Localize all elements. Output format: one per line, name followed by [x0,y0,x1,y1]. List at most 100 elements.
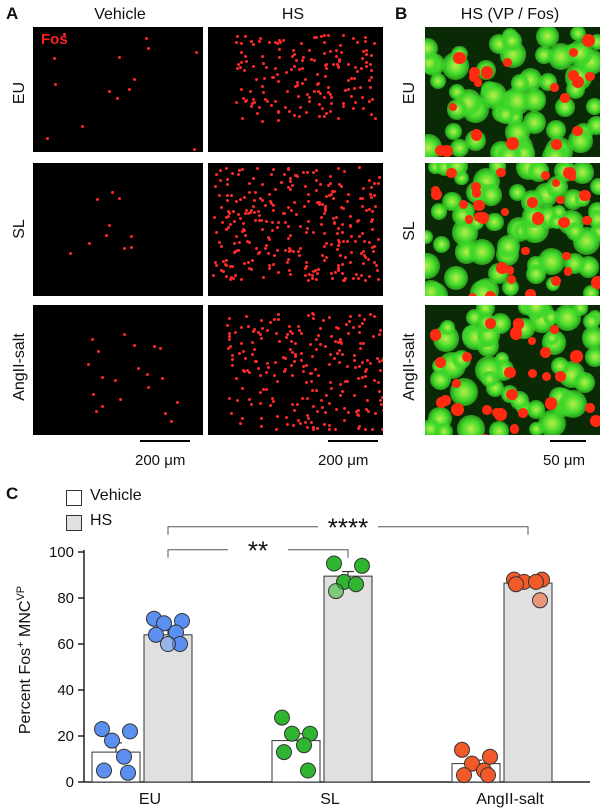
fos-nucleus-dot [290,183,294,187]
fos-nucleus-dot [298,114,302,118]
annotation-bg [228,539,288,560]
fos-nucleus-dot [274,67,278,71]
fos-nucleus-dot [233,330,237,334]
fos-nucleus-dot [262,276,266,280]
fos-nucleus-dot [376,356,380,360]
fos-nucleus-dot [221,270,225,274]
fos-nucleus-dot [319,183,323,187]
fos-nucleus-dot [367,78,371,82]
fos-nucleus-dot [370,185,374,189]
fos-nucleus-dot [361,261,365,265]
fos-nucleus-dot [380,403,383,407]
fos-nucleus-dot [306,313,310,317]
fos-nucleus-dot [245,99,249,103]
fos-nucleus-dot [305,264,309,268]
fos-nucleus-dot [118,397,122,401]
fos-nucleus-dot [468,293,478,296]
fos-nucleus-dot [373,41,377,45]
fos-nucleus-dot [327,90,331,94]
fos-nucleus-dot [283,221,287,225]
fos-nucleus-dot [335,325,339,329]
fos-nucleus-dot [213,261,217,265]
vp-cell [450,138,469,157]
fos-nucleus-dot [509,424,520,434]
fos-nucleus-dot [247,266,251,270]
fos-nucleus-dot [365,61,369,65]
fos-nucleus-dot [301,171,305,175]
data-point [326,555,342,572]
fos-nucleus-dot [221,220,225,224]
fos-nucleus-dot [144,36,148,40]
fos-nucleus-dot [306,92,310,96]
fos-nucleus-dot [225,323,229,327]
fos-nucleus-dot [356,70,360,74]
fos-nucleus-dot [306,278,310,282]
fos-nucleus-dot [254,218,258,222]
fos-nucleus-dot [367,257,371,261]
fos-nucleus-dot [341,102,345,106]
fos-nucleus-dot [289,68,293,72]
vp-cell [574,372,595,393]
fos-nucleus-dot [241,117,245,121]
fos-nucleus-dot [90,337,94,341]
fos-nucleus-dot [228,264,232,268]
fos-nucleus-dot [357,376,361,380]
fos-nucleus-dot [377,278,381,282]
fos-nucleus-dot [362,106,366,110]
fos-nucleus-dot [338,183,341,187]
fos-nucleus-dot [310,355,314,359]
fos-nucleus-dot [336,340,340,344]
fos-nucleus-dot [292,250,295,254]
fos-nucleus-dot [262,90,266,94]
fos-nucleus-dot [274,41,278,45]
fos-nucleus-dot [258,333,262,337]
fos-nucleus-dot [254,360,258,364]
fos-nucleus-dot [323,207,327,211]
fos-nucleus-dot [312,405,316,409]
fos-nucleus-dot [268,41,271,45]
fos-nucleus-dot [224,228,228,232]
fos-nucleus-dot [334,339,338,343]
fos-nucleus-dot [355,40,359,44]
fos-nucleus-dot [295,174,299,178]
fos-nucleus-dot [221,260,225,264]
fos-nucleus-dot [372,249,376,253]
fos-nucleus-dot [361,231,365,235]
fos-nucleus-dot [243,229,247,233]
fos-nucleus-dot [324,194,328,198]
fos-nucleus-dot [282,212,286,216]
fos-nucleus-dot [195,50,199,54]
fos-nucleus-dot [366,409,370,413]
fos-nucleus-dot [328,181,332,185]
fos-nucleus-dot [363,239,367,243]
fos-nucleus-dot [146,386,150,390]
fos-nucleus-dot [363,318,367,322]
fos-nucleus-dot [356,426,360,430]
vp-cell [585,347,600,367]
vp-cell [589,178,600,196]
vp-cell [570,27,586,42]
fos-nucleus-dot [360,56,364,60]
fos-nucleus-dot [237,169,241,173]
fos-nucleus-dot [266,99,270,103]
fos-nucleus-dot [245,60,249,64]
scale-bar-a-hs [328,440,378,442]
fos-nucleus-dot [323,205,327,209]
data-point [328,583,344,600]
fos-nucleus-dot [320,107,324,110]
fos-nucleus-dot [258,197,262,201]
vp-cell [501,279,520,296]
fos-nucleus-dot [343,169,347,173]
fos-nucleus-dot [219,269,223,273]
fos-nucleus-dot [286,236,290,240]
scale-bar-a-vehicle [140,440,190,442]
fos-nucleus-dot [265,370,269,374]
fos-nucleus-dot [117,196,121,200]
fos-nucleus-dot [351,277,355,281]
fos-nucleus-dot [240,51,243,55]
fos-nucleus-dot [46,136,50,140]
fos-nucleus-dot [228,212,232,216]
fos-nucleus-dot [287,268,291,272]
fos-nucleus-dot [316,83,320,87]
fos-nucleus-dot [368,85,372,89]
